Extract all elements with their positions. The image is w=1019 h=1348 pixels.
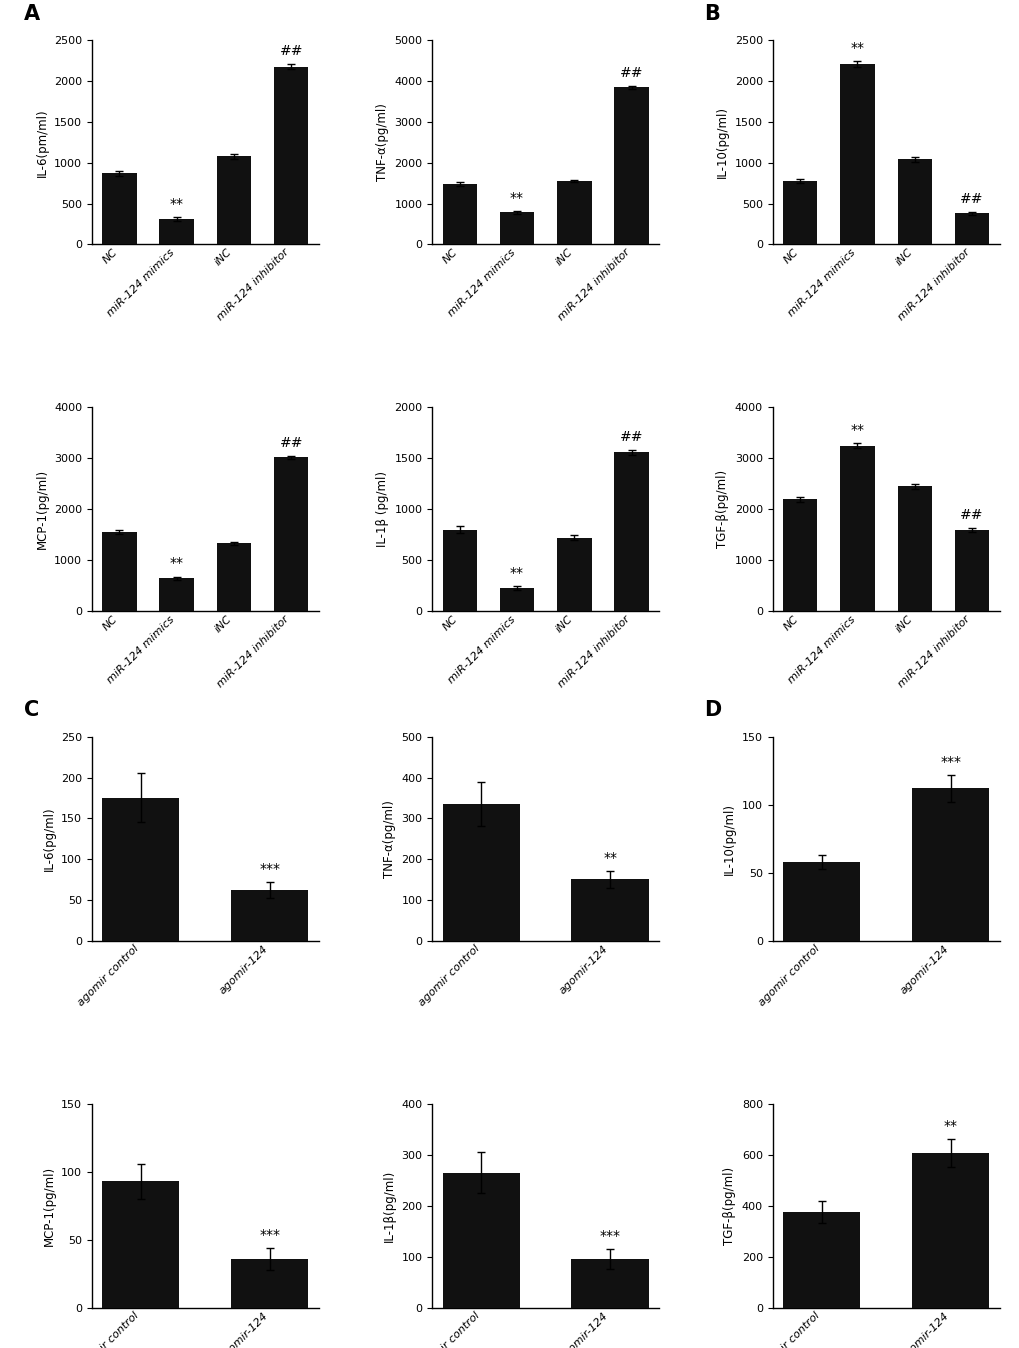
Y-axis label: IL-6(pg/ml): IL-6(pg/ml) xyxy=(43,806,55,871)
Bar xyxy=(783,1212,859,1308)
Text: ***: *** xyxy=(259,1228,280,1242)
Text: **: ** xyxy=(169,197,183,212)
Bar xyxy=(442,803,520,941)
Text: ##: ## xyxy=(960,507,983,522)
Bar xyxy=(499,588,534,611)
Y-axis label: IL-1β(pg/ml): IL-1β(pg/ml) xyxy=(382,1170,395,1242)
Bar xyxy=(442,183,477,244)
Bar xyxy=(840,65,874,244)
Bar xyxy=(783,861,859,941)
Bar xyxy=(783,181,816,244)
Text: **: ** xyxy=(943,1119,957,1134)
Y-axis label: TGF-β(pg/ml): TGF-β(pg/ml) xyxy=(715,470,729,549)
Bar xyxy=(499,213,534,244)
Text: A: A xyxy=(23,4,40,24)
Bar xyxy=(442,1173,520,1308)
Text: C: C xyxy=(23,700,39,720)
Y-axis label: MCP-1(pg/ml): MCP-1(pg/ml) xyxy=(36,469,48,550)
Bar xyxy=(442,530,477,611)
Text: ***: *** xyxy=(940,755,960,768)
Y-axis label: MCP-1(pg/ml): MCP-1(pg/ml) xyxy=(43,1166,55,1246)
Y-axis label: TNF-α(pg/ml): TNF-α(pg/ml) xyxy=(375,104,388,181)
Text: **: ** xyxy=(850,423,864,437)
Bar xyxy=(954,530,988,611)
Bar xyxy=(102,174,137,244)
Bar xyxy=(571,1259,648,1308)
Text: D: D xyxy=(704,700,721,720)
Y-axis label: IL-10(pg/ml): IL-10(pg/ml) xyxy=(722,802,736,875)
Bar xyxy=(840,446,874,611)
Bar xyxy=(613,452,648,611)
Bar xyxy=(783,499,816,611)
Bar xyxy=(911,789,988,941)
Text: B: B xyxy=(704,4,719,24)
Bar xyxy=(274,457,308,611)
Y-axis label: IL-6(pm/ml): IL-6(pm/ml) xyxy=(36,108,48,177)
Bar xyxy=(102,1181,179,1308)
Bar xyxy=(613,88,648,244)
Bar xyxy=(231,890,308,941)
Text: ##: ## xyxy=(279,435,303,450)
Bar xyxy=(911,1154,988,1308)
Bar xyxy=(102,798,179,941)
Text: ##: ## xyxy=(279,44,303,58)
Text: ##: ## xyxy=(620,430,643,443)
Y-axis label: IL-1β (pg/ml): IL-1β (pg/ml) xyxy=(375,472,388,547)
Bar xyxy=(216,543,251,611)
Text: ***: *** xyxy=(599,1229,621,1243)
Bar xyxy=(954,213,988,244)
Text: **: ** xyxy=(169,557,183,570)
Text: **: ** xyxy=(510,191,524,205)
Text: ##: ## xyxy=(620,66,643,80)
Bar xyxy=(556,181,591,244)
Y-axis label: TGF-β(pg/ml): TGF-β(pg/ml) xyxy=(722,1166,736,1244)
Text: ##: ## xyxy=(960,191,983,205)
Text: ***: *** xyxy=(259,861,280,876)
Y-axis label: TNF-α(pg/ml): TNF-α(pg/ml) xyxy=(382,799,395,878)
Y-axis label: IL-10(pg/ml): IL-10(pg/ml) xyxy=(715,106,729,178)
Bar xyxy=(231,1259,308,1308)
Bar xyxy=(159,578,194,611)
Text: **: ** xyxy=(850,40,864,55)
Text: **: ** xyxy=(510,566,524,580)
Bar xyxy=(216,156,251,244)
Bar xyxy=(102,532,137,611)
Bar xyxy=(571,879,648,941)
Text: **: ** xyxy=(602,851,616,865)
Bar xyxy=(159,218,194,244)
Bar xyxy=(897,487,931,611)
Bar xyxy=(897,159,931,244)
Bar xyxy=(274,66,308,244)
Bar xyxy=(556,538,591,611)
